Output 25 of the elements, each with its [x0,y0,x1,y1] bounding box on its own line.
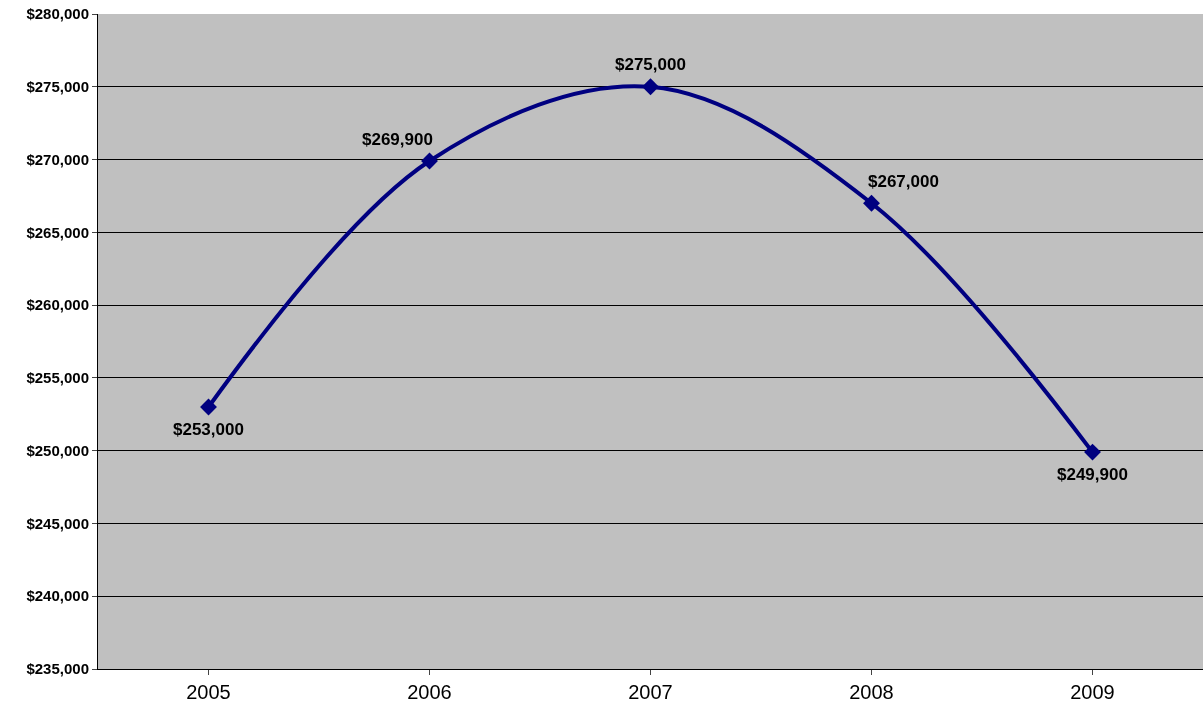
point [421,152,438,170]
point [200,398,217,416]
y-tick-label: $240,000 [26,587,89,605]
point [1084,443,1101,461]
y-tick-label: $270,000 [26,150,89,168]
point [642,78,659,96]
x-tick-label: 2008 [849,681,894,703]
x-tick-label: 2006 [407,681,452,703]
y-tick-label: $260,000 [26,296,89,314]
y-tick-label: $280,000 [26,5,89,23]
data-label: $275,000 [615,55,686,74]
x-tick-label: 2007 [628,681,673,703]
y-tick-label: $275,000 [26,78,89,96]
y-tick-label: $255,000 [26,369,89,387]
x-tick-label: 2005 [186,681,231,703]
y-tick-label: $245,000 [26,514,89,532]
data-label: $267,000 [868,172,939,191]
point [863,194,880,212]
y-tick-label: $235,000 [26,660,89,678]
x-tick-label: 2009 [1070,681,1115,703]
y-tick-label: $250,000 [26,441,89,459]
y-tick-label: $265,000 [26,223,89,241]
data-label: $249,900 [1057,465,1128,484]
data-label: $269,900 [362,130,433,149]
data-label: $253,000 [173,420,244,439]
